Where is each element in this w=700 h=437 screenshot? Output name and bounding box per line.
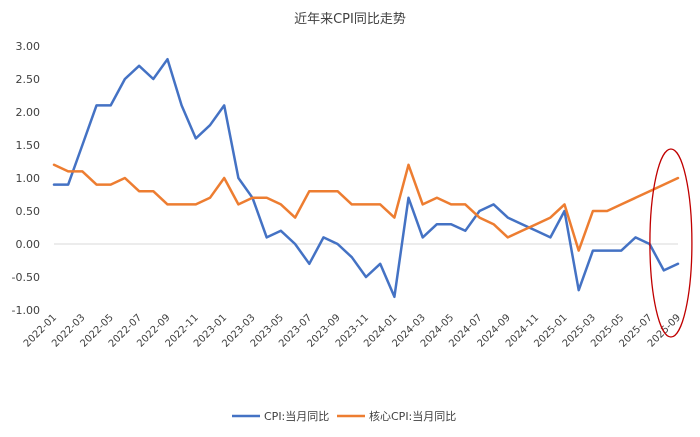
- x-axis-ticks: 2022-012022-032022-052022-072022-092022-…: [22, 312, 683, 349]
- y-tick-label: -1.00: [12, 304, 40, 317]
- y-tick-label: 0.00: [16, 238, 41, 251]
- y-tick-label: 1.00: [16, 172, 41, 185]
- highlight-ellipse: [649, 148, 693, 338]
- legend-label-core-cpi: 核心CPI:当月同比: [369, 409, 456, 423]
- legend-label-cpi: CPI:当月同比: [264, 409, 329, 423]
- highlight-annotation: [649, 148, 693, 338]
- y-tick-label: 3.00: [16, 40, 41, 53]
- y-tick-label: 2.00: [16, 106, 41, 119]
- series-line-cpi: [52, 57, 680, 299]
- y-tick-label: 2.50: [16, 73, 41, 86]
- series-line-core-cpi: [52, 163, 680, 252]
- chart-title: 近年来CPI同比走势: [294, 11, 406, 27]
- series-lines: [52, 57, 680, 299]
- legend: CPI:当月同比 核心CPI:当月同比: [232, 409, 456, 423]
- y-tick-label: -0.50: [12, 271, 40, 284]
- y-tick-label: 0.50: [16, 205, 41, 218]
- y-tick-label: 1.50: [16, 139, 41, 152]
- y-axis-ticks: 3.00 2.50 2.00 1.50 1.00 0.50 0.00 -0.50 -1.00: [12, 40, 40, 317]
